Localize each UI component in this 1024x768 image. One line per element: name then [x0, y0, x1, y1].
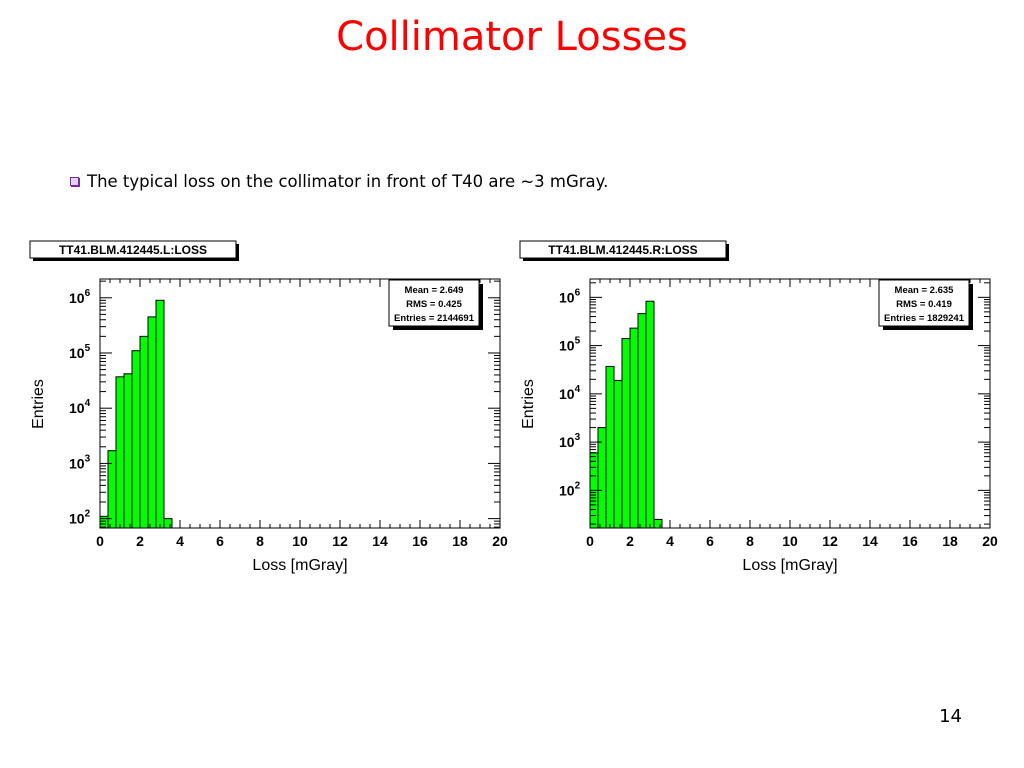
y-tick-base: 10 — [559, 289, 575, 305]
histogram-right: TT41.BLM.412445.R:LOSS 0 2 4 6 8 10 12 14 16 18 20 1… — [519, 240, 998, 574]
stats-entries: Entries = 2144691 — [394, 313, 475, 324]
stats-rms: RMS = 0.419 — [896, 299, 952, 310]
histogram-bar — [605, 365, 615, 529]
x-tick-label: 6 — [216, 533, 224, 549]
histogram-bar — [597, 427, 607, 529]
x-tick-label: 20 — [982, 533, 998, 549]
y-tick-exponent: 4 — [85, 398, 91, 409]
histogram-bar — [99, 515, 109, 529]
title-box — [519, 240, 727, 259]
y-tick-label: 105 — [559, 336, 581, 354]
y-tick-label: 104 — [69, 398, 91, 416]
histogram-bar — [123, 373, 133, 529]
x-tick-label: 18 — [942, 533, 958, 549]
x-tick-label: 4 — [666, 533, 674, 549]
bullet-text: The typical loss on the collimator in fr… — [87, 172, 609, 191]
x-tick-label: 16 — [412, 533, 428, 549]
page-number: 14 — [939, 706, 962, 727]
y-tick-exponent: 3 — [575, 432, 581, 443]
y-tick-label: 105 — [69, 343, 91, 361]
y-tick-exponent: 4 — [575, 384, 581, 395]
x-tick-label: 0 — [96, 533, 104, 549]
y-tick-exponent: 5 — [85, 343, 91, 354]
y-tick-label: 106 — [69, 288, 91, 306]
y-tick-base: 10 — [69, 400, 85, 416]
x-tick-label: 8 — [746, 533, 754, 549]
histogram-bar — [147, 316, 157, 529]
histogram-bar — [107, 450, 117, 529]
y-tick-base: 10 — [69, 511, 85, 527]
y-tick-label: 104 — [559, 384, 581, 402]
y-tick-exponent: 2 — [575, 480, 581, 491]
y-tick-base: 10 — [559, 434, 575, 450]
x-tick-label: 0 — [586, 533, 594, 549]
histogram-left: TT41.BLM.412445.L:LOSS 0 2 4 6 8 10 12 14 16 18 20 1… — [29, 240, 508, 574]
y-tick-base: 10 — [69, 290, 85, 306]
y-tick-label: 102 — [559, 480, 581, 498]
histogram-bar — [613, 379, 623, 529]
histogram-bar — [645, 300, 655, 529]
slide-title: Collimator Losses — [336, 14, 688, 60]
histogram-bar — [629, 327, 639, 529]
x-tick-label: 6 — [706, 533, 714, 549]
y-tick-exponent: 2 — [85, 509, 91, 520]
x-tick-label: 2 — [136, 533, 144, 549]
y-tick-exponent: 3 — [85, 453, 91, 464]
y-tick-label: 103 — [559, 432, 581, 450]
x-tick-label: 12 — [332, 533, 348, 549]
stats-rms: RMS = 0.425 — [406, 299, 462, 310]
histogram-bar — [653, 518, 663, 529]
x-tick-label: 14 — [372, 533, 388, 549]
stats-mean: Mean = 2.635 — [895, 285, 955, 296]
y-axis-label: Entries — [30, 379, 47, 429]
y-tick-label: 103 — [69, 453, 91, 471]
square-bullet-icon — [70, 177, 79, 186]
x-tick-label: 20 — [492, 533, 508, 549]
stats-box — [388, 279, 480, 327]
y-tick-base: 10 — [69, 345, 85, 361]
x-tick-label: 10 — [292, 533, 308, 549]
x-tick-label: 14 — [862, 533, 878, 549]
histogram-bar — [139, 335, 149, 529]
y-tick-exponent: 6 — [85, 288, 91, 299]
x-tick-label: 18 — [452, 533, 468, 549]
histogram-bar — [637, 313, 647, 529]
y-tick-exponent: 5 — [575, 336, 581, 347]
bullet-point: The typical loss on the collimator in fr… — [70, 172, 608, 191]
chart-title: TT41.BLM.412445.R:LOSS — [548, 243, 697, 257]
y-tick-label: 102 — [69, 509, 91, 527]
x-tick-label: 10 — [782, 533, 798, 549]
stats-box — [878, 279, 970, 327]
x-tick-label: 12 — [822, 533, 838, 549]
x-tick-label: 4 — [176, 533, 184, 549]
histogram-bar — [621, 338, 631, 529]
stats-mean: Mean = 2.649 — [405, 285, 464, 296]
y-tick-label: 106 — [559, 287, 581, 305]
histogram-bar — [131, 350, 141, 529]
y-axis-label: Entries — [520, 379, 537, 429]
y-tick-base: 10 — [559, 482, 575, 498]
title-box — [29, 240, 237, 259]
chart-title: TT41.BLM.412445.L:LOSS — [59, 243, 207, 257]
x-tick-label: 8 — [256, 533, 264, 549]
x-axis-label: Loss [mGray] — [252, 557, 347, 574]
y-tick-exponent: 6 — [575, 287, 581, 298]
y-tick-base: 10 — [559, 338, 575, 354]
histogram-bar — [115, 376, 125, 529]
stats-entries: Entries = 1829241 — [884, 313, 965, 324]
y-tick-base: 10 — [559, 386, 575, 402]
x-axis-label: Loss [mGray] — [742, 557, 837, 574]
x-tick-label: 16 — [902, 533, 918, 549]
histogram-bar — [163, 518, 173, 529]
x-tick-label: 2 — [626, 533, 634, 549]
histogram-bar — [155, 299, 165, 529]
y-tick-base: 10 — [69, 455, 85, 471]
